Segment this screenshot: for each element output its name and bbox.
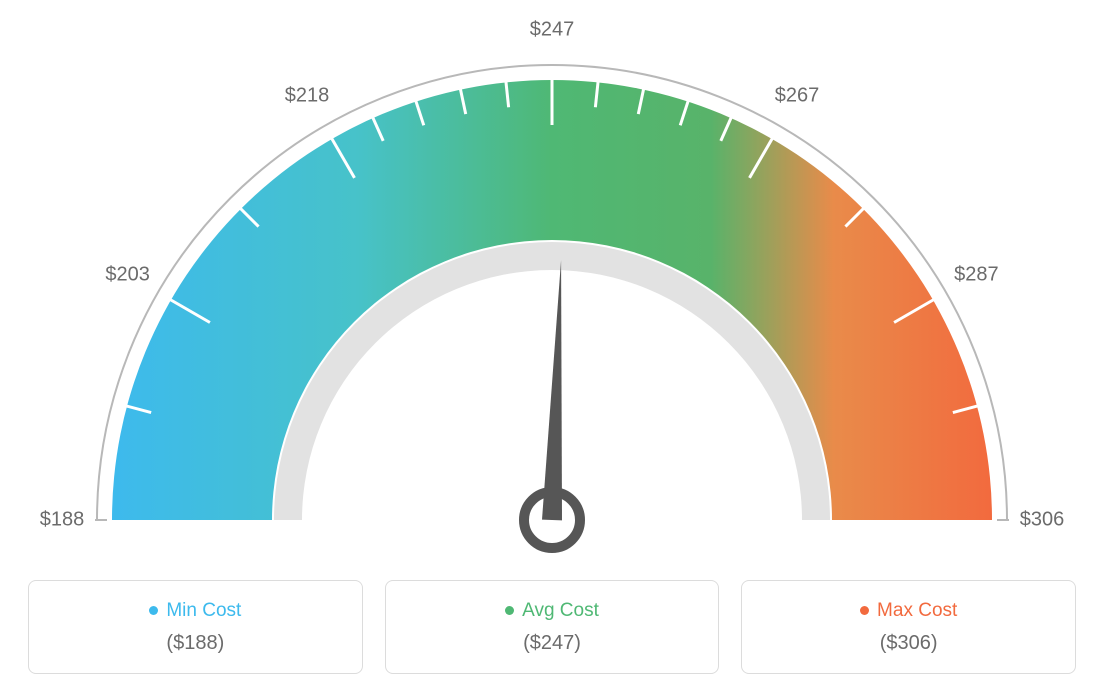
legend-title-max: Max Cost <box>860 600 957 622</box>
legend-card-max: Max Cost ($306) <box>741 580 1076 674</box>
legend-card-min: Min Cost ($188) <box>28 580 363 674</box>
legend-title-avg: Avg Cost <box>505 600 599 622</box>
legend-title-min-label: Min Cost <box>166 600 241 622</box>
gauge-tick-label: $218 <box>285 84 330 107</box>
gauge-tick-label: $287 <box>954 264 999 287</box>
legend-title-avg-label: Avg Cost <box>522 600 599 622</box>
legend-row: Min Cost ($188) Avg Cost ($247) Max Cost… <box>0 580 1104 690</box>
gauge-tick-label: $203 <box>105 264 150 287</box>
gauge-svg <box>0 0 1104 560</box>
legend-value-min: ($188) <box>166 632 224 655</box>
gauge-tick-label: $247 <box>530 19 575 42</box>
dot-avg-icon <box>505 606 514 615</box>
legend-value-max: ($306) <box>880 632 938 655</box>
dot-max-icon <box>860 606 869 615</box>
legend-card-avg: Avg Cost ($247) <box>385 580 720 674</box>
legend-title-max-label: Max Cost <box>877 600 957 622</box>
gauge-tick-label: $306 <box>1020 509 1065 532</box>
gauge-chart: $188 $203 $218 $247 $267 $287 $306 <box>0 0 1104 560</box>
gauge-tick-label: $267 <box>775 84 820 107</box>
dot-min-icon <box>149 606 158 615</box>
legend-value-avg: ($247) <box>523 632 581 655</box>
legend-title-min: Min Cost <box>149 600 241 622</box>
gauge-tick-label: $188 <box>40 509 85 532</box>
